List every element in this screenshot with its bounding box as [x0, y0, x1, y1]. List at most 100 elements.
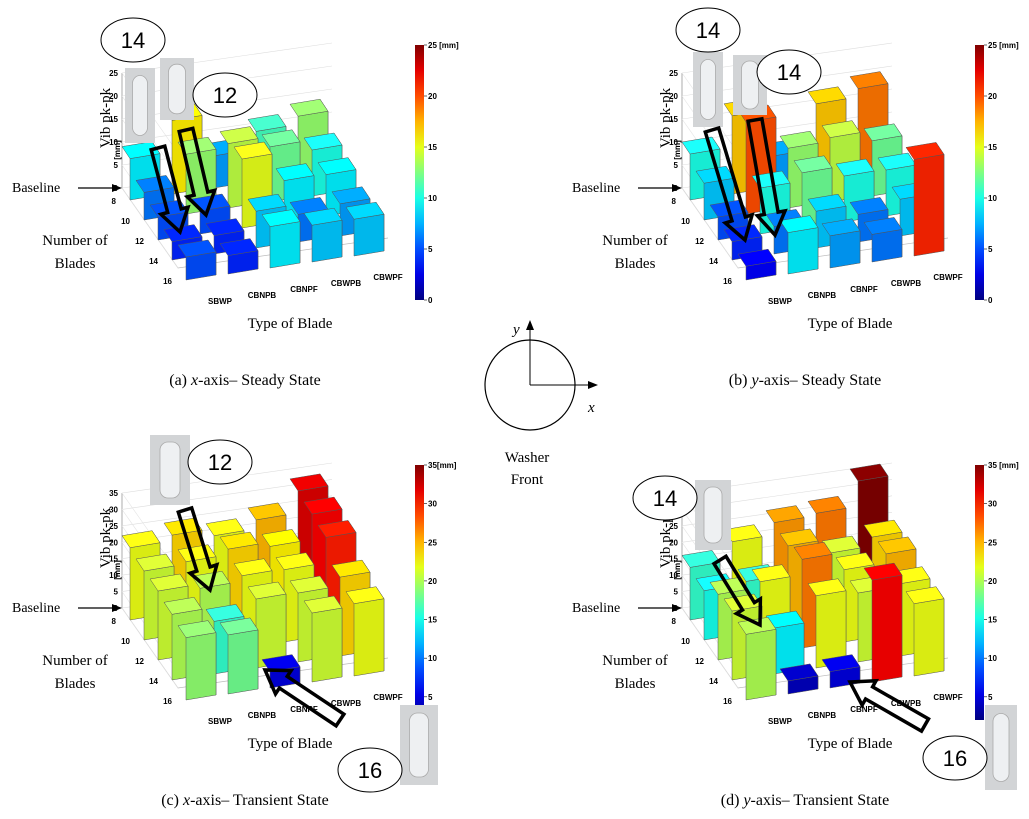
grid-line	[121, 495, 333, 527]
z-tick-label: 25	[669, 522, 678, 531]
z-tick-label: 15	[669, 555, 678, 564]
x-arrowhead	[588, 381, 598, 389]
colorbar-label: 15	[428, 616, 437, 625]
washer-caption: Front	[511, 472, 544, 488]
y-tick-label: 12	[135, 237, 144, 246]
z-tick-label: 5	[674, 161, 679, 170]
x-tick-label: CBWPF	[373, 693, 402, 702]
bar-front	[871, 229, 903, 263]
bar-top	[793, 155, 833, 174]
x-axis-label: Type of Blade	[808, 316, 893, 332]
hollow-arrow	[177, 126, 218, 219]
bar-top	[135, 175, 175, 193]
y-tick-label: 14	[709, 257, 718, 266]
caption-part: (c)	[161, 792, 183, 809]
bar-top	[345, 201, 385, 220]
bar-top	[275, 163, 315, 181]
x-tick-label: CBWPF	[933, 273, 962, 282]
bar-top	[849, 71, 889, 89]
caption: (a) x-axis– Steady State	[169, 372, 321, 389]
blade-photo-highlight	[168, 63, 186, 115]
y-tick-label: 8	[672, 617, 677, 626]
colorbar-label: 5	[988, 693, 993, 702]
grid-line	[681, 607, 739, 689]
z-tick-label: 20	[669, 538, 678, 547]
x-tick-label: SBWP	[768, 297, 793, 306]
z-tick-label: 35	[109, 489, 118, 498]
bar-front	[787, 227, 819, 275]
x-tick-label: CBNPB	[248, 291, 277, 300]
bar-top	[247, 581, 287, 600]
bar-top	[247, 114, 287, 132]
z-tick-label: 10	[669, 138, 678, 147]
bar-top	[219, 238, 259, 256]
z-tick-label: 10	[669, 571, 678, 580]
colorbar	[975, 465, 984, 720]
bar-top	[261, 209, 301, 227]
caption-part: -axis– Steady State	[759, 372, 882, 389]
bar-top	[807, 193, 847, 212]
callout-label: 14	[777, 60, 801, 85]
bar-top	[317, 157, 357, 175]
callout-label: 14	[653, 486, 677, 511]
y-tick-label: 12	[695, 657, 704, 666]
colorbar-label: 15	[988, 143, 997, 152]
bar-top	[905, 142, 945, 160]
bar-top	[737, 617, 777, 635]
baseline-arrowhead	[672, 184, 682, 192]
bar-top	[275, 552, 315, 570]
bar-top	[303, 496, 343, 515]
callout-label: 16	[943, 746, 967, 771]
colorbar-label: 25 [mm]	[428, 41, 459, 50]
y-axis-label: Blades	[615, 676, 656, 692]
z-unit-label: [mm]	[673, 560, 682, 580]
bar-top	[807, 496, 847, 514]
bar-top	[821, 120, 861, 138]
bar-top	[303, 132, 343, 151]
colorbar-label: 35 [mm]	[988, 461, 1019, 470]
y-tick-label: 12	[695, 237, 704, 246]
colorbar-label: 30	[988, 500, 997, 509]
caption-part: -axis– Steady State	[198, 372, 321, 389]
washer-caption: Washer	[505, 450, 550, 466]
callout-label: 12	[208, 450, 232, 475]
bar-top	[331, 186, 371, 205]
colorbar-label: 25 [mm]	[988, 41, 1019, 50]
x-tick-label: CBNPF	[850, 705, 878, 714]
bar-top	[149, 573, 189, 592]
bar-top	[219, 126, 259, 144]
bar-top	[163, 224, 203, 242]
y-tick-label: 16	[723, 277, 732, 286]
bar-top	[289, 473, 329, 492]
x-axis-label: Type of Blade	[248, 316, 333, 332]
bar-top	[289, 575, 329, 594]
washer-x-label: x	[587, 400, 595, 416]
z-tick-label: 15	[109, 115, 118, 124]
bar-top	[205, 218, 245, 236]
y-tick-label: 14	[149, 257, 158, 266]
colorbar-label: 0	[988, 296, 993, 305]
bar-top	[779, 215, 819, 233]
bar-top	[205, 518, 245, 536]
x-axis-label: Type of Blade	[808, 736, 893, 752]
grid-line	[681, 187, 739, 269]
y-tick-label: 10	[121, 637, 130, 646]
colorbar-label: 10	[988, 654, 997, 663]
y-tick-label: 8	[112, 617, 117, 626]
blade-photo-highlight	[700, 59, 716, 120]
x-tick-label: CBWPB	[891, 279, 921, 288]
x-tick-label: CBWPF	[933, 693, 962, 702]
bar-top	[863, 123, 903, 142]
bar-top	[807, 86, 847, 105]
blade-photo-highlight	[132, 75, 148, 136]
blade-photo-highlight	[741, 60, 759, 110]
z-axis-label: Vib pk-pk	[658, 507, 674, 568]
y-axis-label: Number of	[42, 653, 107, 669]
y-tick-label: 14	[149, 677, 158, 686]
x-tick-label: CBNPF	[290, 705, 318, 714]
bar-top	[303, 207, 343, 226]
caption: (d) y-axis– Transient State	[721, 792, 889, 809]
callout-ellipse	[632, 475, 698, 521]
bar-top	[303, 595, 343, 614]
colorbar-label: 5	[428, 245, 433, 254]
